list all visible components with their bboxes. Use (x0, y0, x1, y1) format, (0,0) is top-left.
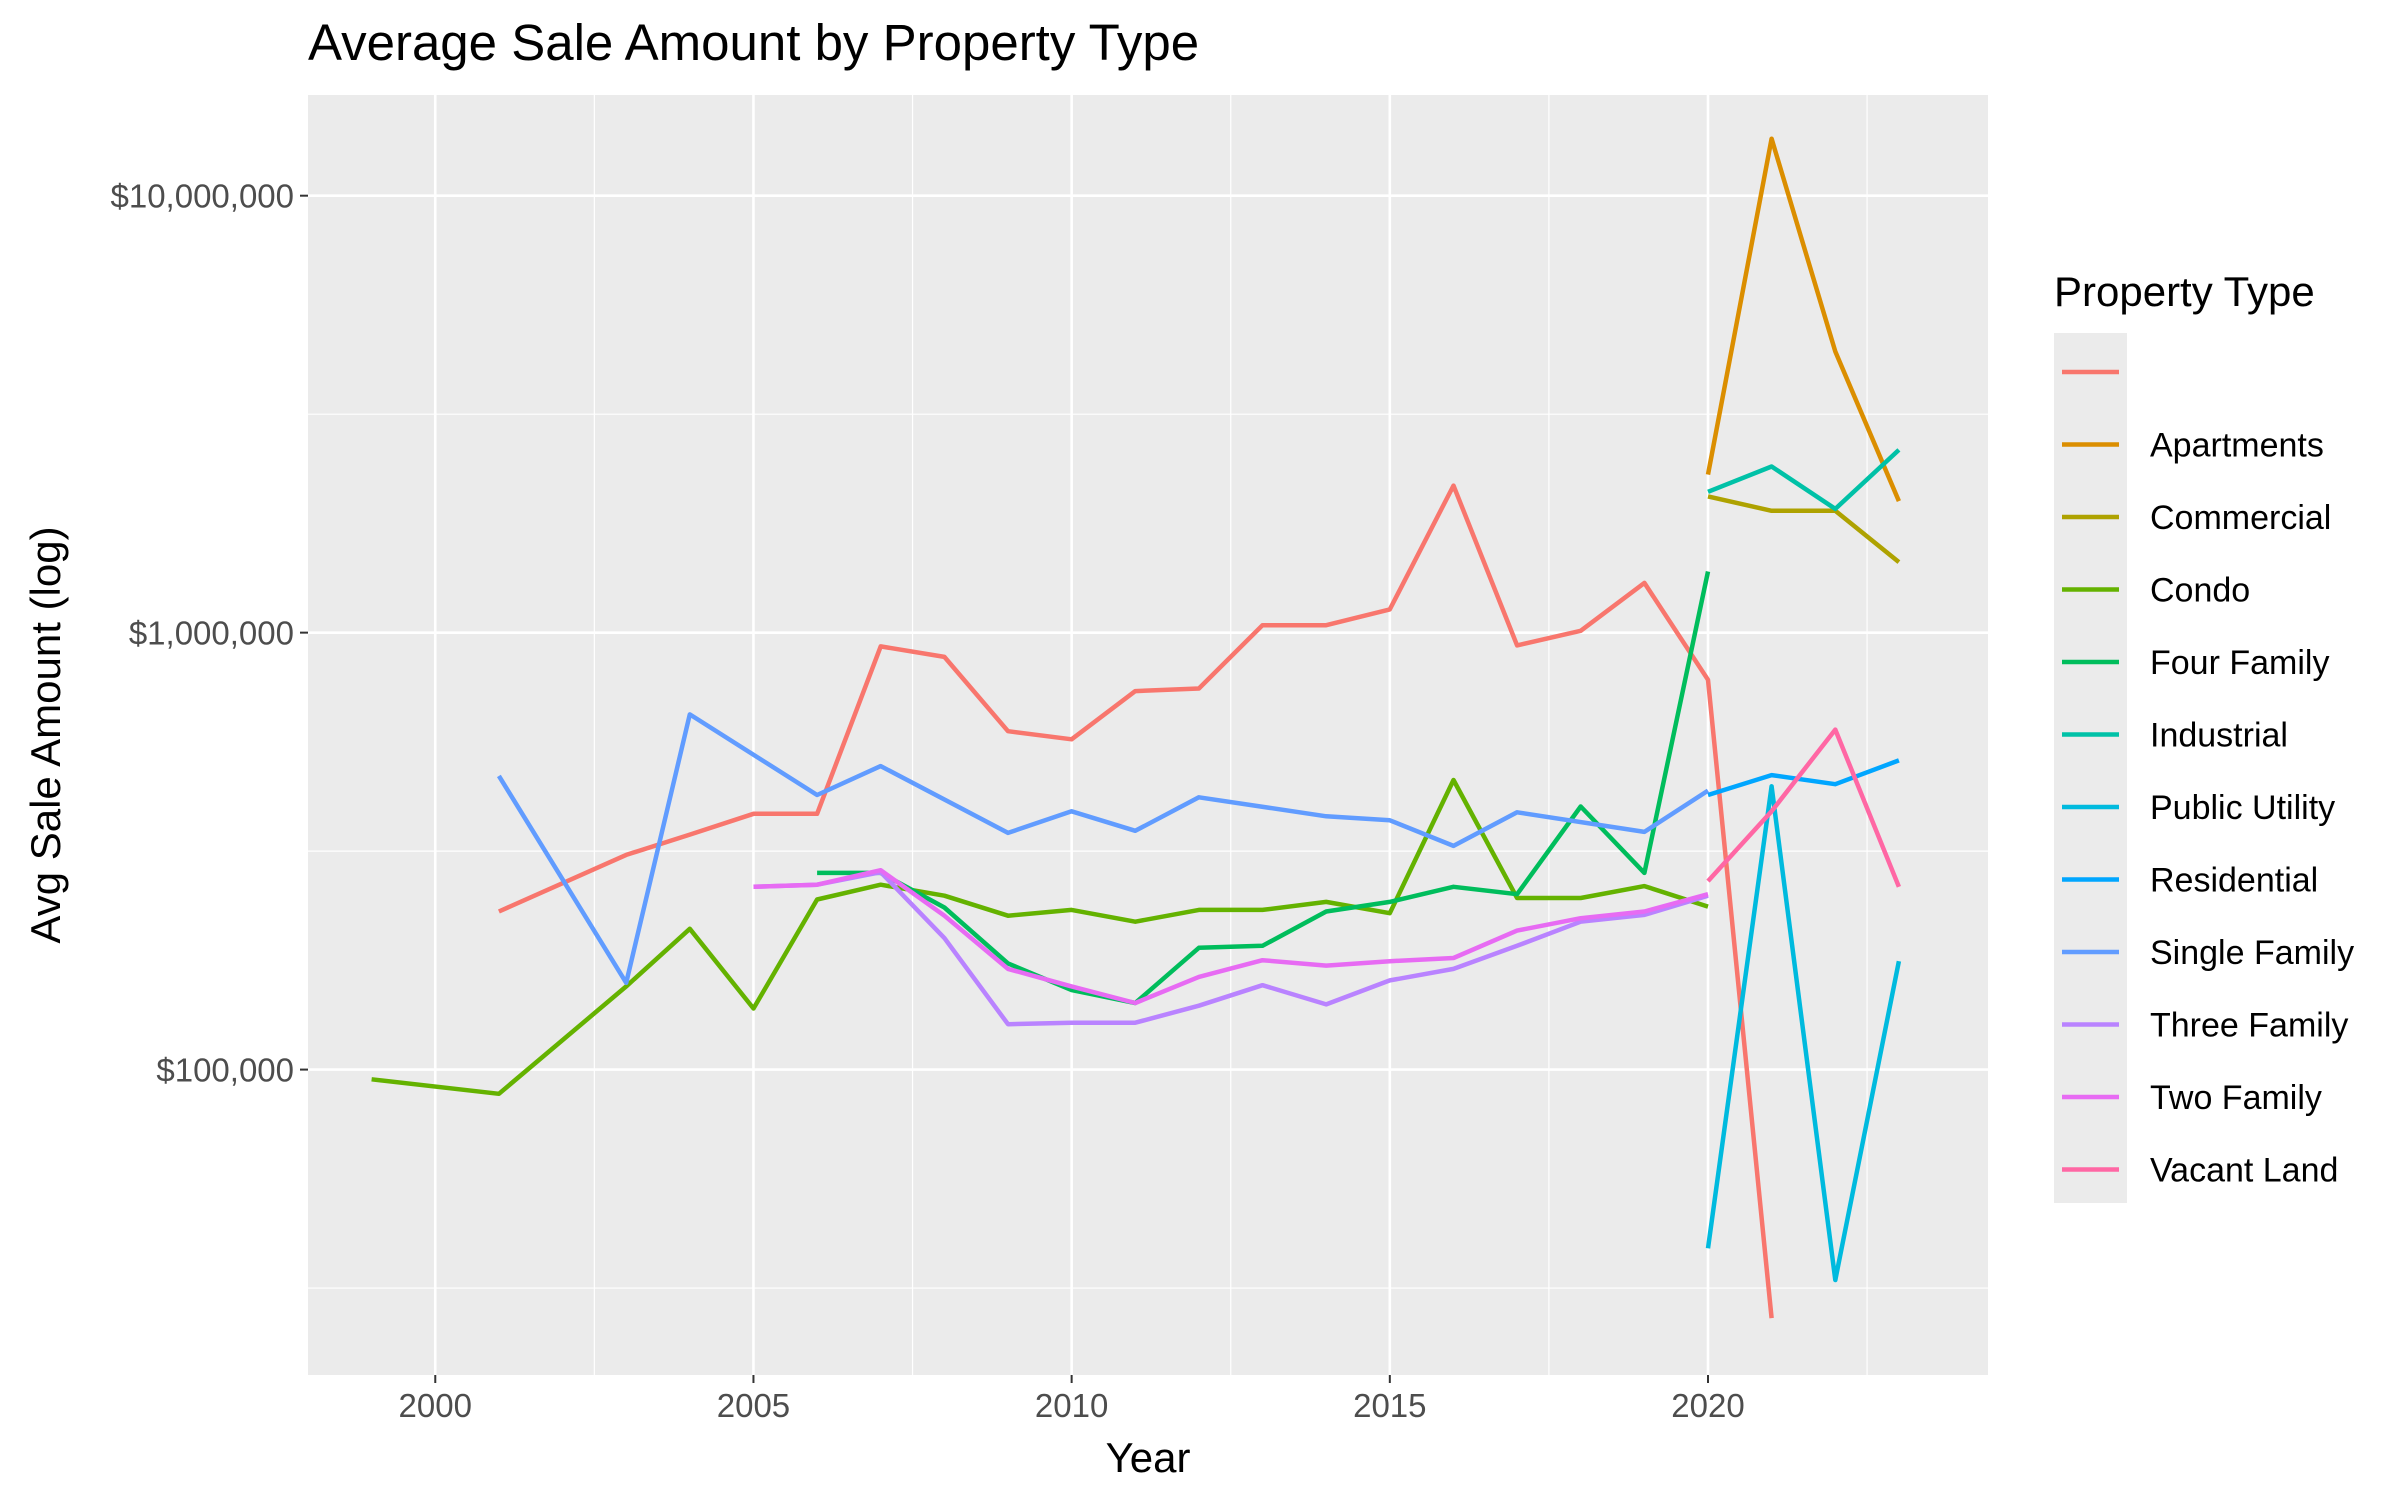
x-tick-label: 2020 (1671, 1387, 1744, 1424)
legend-label-three-family: Three Family (2150, 1007, 2348, 1045)
legend-label-industrial: Industrial (2150, 717, 2288, 755)
legend-label-two-family: Two Family (2150, 1079, 2322, 1117)
series-line-unlabeled (497, 483, 1774, 1319)
y-tick-label: $10,000,000 (110, 178, 294, 215)
legend-label-single-family: Single Family (2150, 934, 2354, 972)
y-tick-label: $100,000 (156, 1052, 294, 1089)
x-axis-ticks: 2000 2005 2010 2015 2020 (399, 1375, 1745, 1424)
series-line-apartments (1705, 136, 1901, 502)
y-axis-ticks: $100,000 $1,000,000 $10,000,000 (110, 178, 308, 1089)
series-line-vacant-land (1706, 727, 1901, 888)
x-tick-label: 2005 (717, 1387, 790, 1424)
x-tick-label: 2000 (399, 1387, 472, 1424)
x-axis-title: Year (1106, 1434, 1191, 1481)
series-line-condo (371, 777, 1709, 1097)
legend: Property Type Apartments Commercial Condo F… (2054, 268, 2354, 1203)
legend-label-commercial: Commercial (2150, 499, 2331, 537)
series-line-industrial (1707, 448, 1901, 512)
legend-title: Property Type (2054, 268, 2315, 315)
legend-label-condo: Condo (2150, 572, 2250, 610)
series-line-four-family (817, 571, 1711, 1006)
series-line-single-family (496, 712, 1710, 986)
x-tick-label: 2015 (1353, 1387, 1426, 1424)
y-tick-label: $1,000,000 (129, 615, 294, 652)
series-lines (371, 136, 1902, 1319)
chart-title: Average Sale Amount by Property Type (308, 14, 1199, 71)
y-axis-title: Avg Sale Amount (log) (22, 526, 69, 943)
legend-label-public-utility: Public Utility (2150, 789, 2335, 827)
plot-panel (308, 95, 1988, 1375)
major-gridlines (308, 95, 1988, 1375)
legend-label-four-family: Four Family (2150, 644, 2329, 682)
series-line-two-family (753, 867, 1709, 1006)
legend-label-residential: Residential (2150, 862, 2318, 900)
series-line-public-utility (1705, 784, 1902, 1283)
series-line-residential (1707, 758, 1900, 798)
series-line-commercial (1707, 494, 1901, 564)
legend-label-vacant-land: Vacant Land (2150, 1152, 2338, 1190)
legend-label-apartments: Apartments (2150, 427, 2324, 465)
minor-gridlines (308, 95, 1988, 1375)
x-tick-label: 2010 (1035, 1387, 1108, 1424)
legend-key-background (2054, 333, 2127, 1203)
series-line-three-family (753, 869, 1709, 1027)
